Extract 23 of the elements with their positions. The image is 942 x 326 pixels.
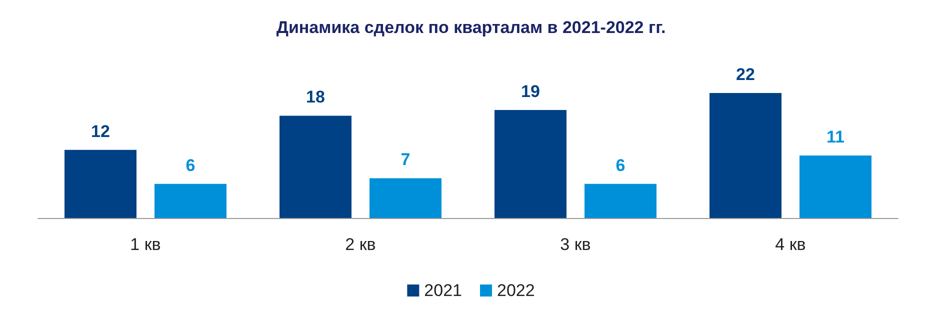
- data-label: 19: [521, 82, 540, 102]
- data-label: 6: [616, 156, 626, 175]
- x-tick-label: 3 кв: [560, 235, 591, 254]
- x-tick-label: 1 кв: [130, 235, 161, 254]
- bar: [64, 150, 136, 218]
- chart-title: Динамика сделок по кварталам в 2021-2022 гг.: [276, 18, 666, 37]
- legend-label: 2021: [424, 281, 462, 300]
- bar: [494, 110, 566, 218]
- data-label: 18: [306, 88, 325, 107]
- bar: [154, 184, 226, 218]
- data-label: 11: [826, 128, 844, 146]
- bar: [584, 184, 656, 218]
- data-label: 12: [91, 122, 110, 141]
- bar: [280, 116, 352, 218]
- data-label: 6: [186, 156, 196, 175]
- x-tick-label: 2 кв: [345, 235, 376, 254]
- bar: [370, 178, 442, 218]
- data-label: 22: [736, 65, 755, 84]
- legend-label: 2022: [497, 281, 535, 300]
- x-tick-label: 4 кв: [775, 235, 806, 254]
- bar: [800, 156, 872, 218]
- bar: [710, 93, 782, 218]
- data-label: 7: [400, 150, 410, 170]
